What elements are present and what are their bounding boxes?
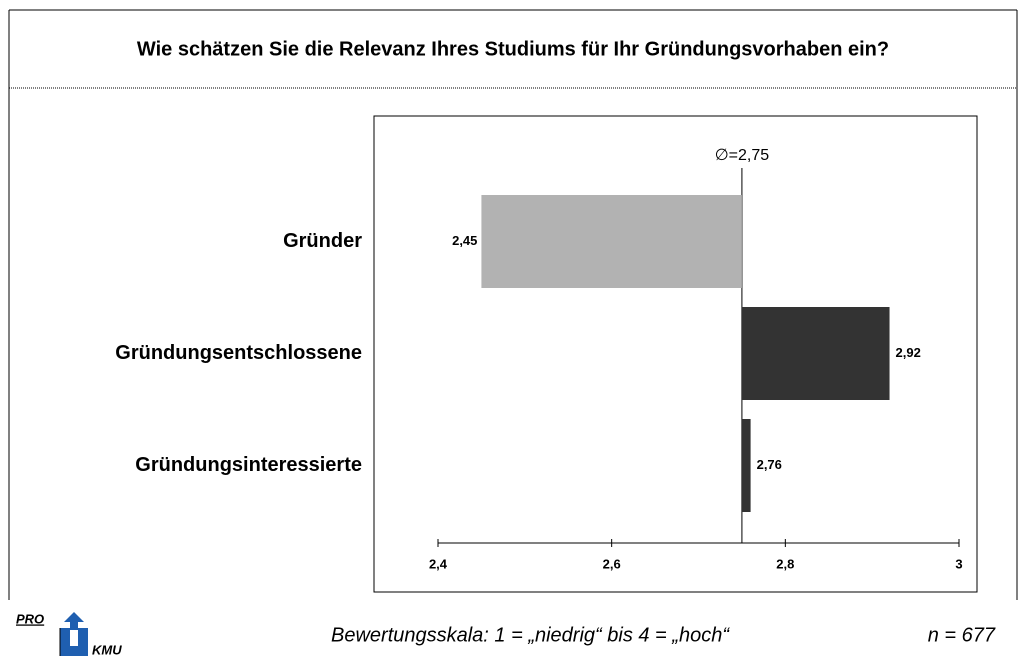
bar bbox=[741, 419, 751, 512]
x-tick-label: 2,4 bbox=[429, 556, 448, 571]
logo: PRO KMU bbox=[16, 611, 122, 657]
value-label: 2,45 bbox=[452, 233, 477, 248]
x-tick-label: 2,6 bbox=[603, 556, 621, 571]
baseline-label: ∅=2,75 bbox=[715, 147, 770, 164]
logo-u bbox=[60, 628, 88, 656]
category-label: Gründungsinteressierte bbox=[135, 454, 362, 476]
bar bbox=[741, 307, 890, 400]
value-label: 2,76 bbox=[757, 457, 782, 472]
logo-arrow bbox=[64, 612, 84, 630]
value-label: 2,92 bbox=[896, 345, 921, 360]
category-label: Gründungsentschlossene bbox=[115, 342, 362, 364]
logo-bottom: KMU bbox=[92, 642, 122, 657]
category-label: Gründer bbox=[283, 230, 362, 252]
logo-top: PRO bbox=[16, 611, 44, 626]
x-tick-label: 3 bbox=[955, 556, 962, 571]
plot-frame bbox=[373, 115, 978, 593]
bar bbox=[481, 195, 742, 288]
sample-size: n = 677 bbox=[928, 624, 996, 646]
footnote: Bewertungsskala: 1 = „niedrig“ bis 4 = „… bbox=[331, 624, 730, 646]
chart-title: Wie schätzen Sie die Relevanz Ihres Stud… bbox=[137, 38, 889, 60]
x-tick-label: 2,8 bbox=[776, 556, 794, 571]
